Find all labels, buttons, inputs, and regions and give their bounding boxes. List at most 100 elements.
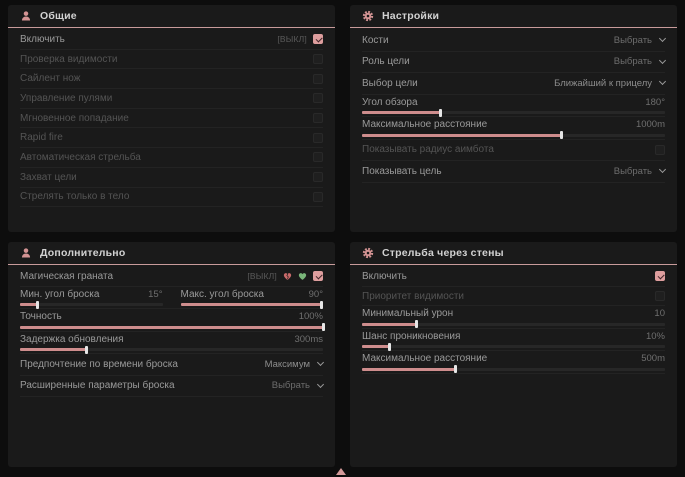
toggle-row-bullet-control[interactable]: Управление пулями: [20, 89, 323, 109]
min-damage-slider[interactable]: [362, 320, 665, 329]
slider-min-throw-angle: Мин. угол броска 15°: [20, 287, 163, 309]
magic-grenade-checkbox[interactable]: [313, 271, 323, 282]
dropdown-label: Расширенные параметры броска: [20, 380, 175, 392]
toggle-row-magic-grenade[interactable]: Магическая граната [ВЫКЛ]: [20, 267, 323, 287]
target-role-dropdown[interactable]: Выбрать: [613, 56, 667, 68]
target-select-dropdown[interactable]: Ближайший к прицелу: [554, 77, 667, 89]
penetration-chance-slider[interactable]: [362, 342, 665, 351]
dropdown-value: Выбрать: [613, 34, 652, 46]
toggle-row-enable[interactable]: Включить [ВЫКЛ]: [20, 30, 323, 50]
slider-fill: [362, 320, 418, 329]
slider-value: 10%: [645, 330, 665, 342]
bones-dropdown[interactable]: Выбрать: [613, 34, 667, 46]
dropdown-value: Выбрать: [271, 380, 310, 392]
dropdown-value: Выбрать: [613, 56, 652, 68]
slider-fill: [20, 323, 325, 332]
toggle-row-wallbang-enable[interactable]: Включить: [362, 267, 665, 287]
toggle-row-target-lock[interactable]: Захват цели: [20, 168, 323, 188]
instant-hit-checkbox[interactable]: [313, 113, 323, 124]
panel-general-header: Общие: [8, 5, 335, 28]
body-only-checkbox[interactable]: [313, 191, 323, 202]
slider-label: Угол обзора: [362, 96, 418, 108]
dropdown-value: Максимум: [264, 358, 310, 370]
toggle-row-visibility-check[interactable]: Проверка видимости: [20, 50, 323, 70]
bullet-control-checkbox[interactable]: [313, 93, 323, 104]
toggle-label: Проверка видимости: [20, 53, 118, 65]
slider-fill: [20, 345, 88, 354]
dropdown-row-advanced-throw: Расширенные параметры броска Выбрать: [20, 376, 325, 398]
visibility-priority-checkbox[interactable]: [655, 291, 665, 302]
toggle-row-show-radius[interactable]: Показывать радиус аимбота: [362, 140, 665, 161]
wallbang-enable-checkbox[interactable]: [655, 271, 665, 282]
accuracy-slider[interactable]: [20, 323, 325, 332]
target-lock-checkbox[interactable]: [313, 172, 323, 183]
panel-additional-header: Дополнительно: [8, 242, 335, 265]
dropdown-label: Предпочтение по времени броска: [20, 358, 178, 370]
throw-time-dropdown[interactable]: Максимум: [264, 358, 325, 370]
update-delay-slider[interactable]: [20, 345, 323, 354]
panel-title: Стрельба через стены: [382, 247, 504, 259]
panel-title: Настройки: [382, 10, 440, 22]
panel-settings-header: Настройки: [350, 5, 677, 28]
toggle-label: Включить: [20, 33, 65, 45]
dropdown-label: Показывать цель: [362, 165, 442, 177]
toggle-row-instant-hit[interactable]: Мгновенное попадание: [20, 109, 323, 129]
visibility-check-checkbox[interactable]: [313, 54, 323, 65]
slider-label: Максимальное расстояние: [362, 353, 488, 365]
panel-title: Общие: [40, 10, 77, 22]
slider-fill: [362, 131, 564, 139]
dropdown-row-target-select: Выбор цели Ближайший к прицелу: [362, 73, 667, 95]
max-distance-slider[interactable]: [362, 131, 665, 139]
wallbang-max-distance-slider[interactable]: [362, 365, 665, 374]
chevron-down-icon: [316, 359, 325, 367]
dropdown-value: Ближайший к прицелу: [554, 77, 652, 89]
dual-slider-row-throw-angles: Мин. угол броска 15° Макс. угол броска 9…: [20, 287, 324, 310]
max-throw-angle-slider[interactable]: [180, 300, 324, 309]
toggle-label: Управление пулями: [20, 92, 113, 104]
dropdown-row-target-role: Роль цели Выбрать: [362, 52, 667, 73]
toggle-label: Приоритет видимости: [362, 290, 465, 302]
dropdown-row-bones: Кости Выбрать: [362, 30, 667, 52]
slider-value: 15°: [148, 288, 163, 300]
panel-settings: Настройки Кости Выбрать Роль цели Выбрат…: [350, 5, 677, 232]
toggle-row-auto-fire[interactable]: Автоматическая стрельба: [20, 148, 323, 168]
toggle-row-rapid-fire[interactable]: Rapid fire: [20, 128, 323, 149]
toggle-label: Включить: [362, 270, 407, 282]
chevron-down-icon: [316, 380, 325, 388]
min-throw-angle-slider[interactable]: [20, 300, 163, 309]
auto-fire-checkbox[interactable]: [313, 152, 323, 163]
slider-row-wallbang-max-distance: Максимальное расстояние 500m: [362, 351, 665, 374]
dropdown-row-show-target: Показывать цель Выбрать: [362, 161, 667, 183]
toggle-label: Rapid fire: [20, 132, 63, 144]
slider-fill: [180, 300, 324, 309]
menu-grid: Общие Включить [ВЫКЛ] Проверка видимости…: [8, 5, 677, 467]
slider-row-accuracy: Точность 100%: [20, 309, 325, 332]
toggle-row-silent-knife[interactable]: Сайлент нож: [20, 69, 323, 90]
rapid-fire-checkbox[interactable]: [313, 132, 323, 143]
slider-value: 100%: [298, 311, 323, 323]
advanced-throw-dropdown[interactable]: Выбрать: [271, 380, 325, 392]
scroll-up-indicator[interactable]: [336, 468, 346, 475]
slider-row-min-damage: Минимальный урон 10: [362, 306, 665, 329]
enable-checkbox[interactable]: [313, 34, 323, 45]
show-radius-checkbox[interactable]: [655, 144, 665, 155]
dropdown-value: Выбрать: [613, 165, 652, 177]
broken-heart-icon: [283, 272, 292, 281]
keybind-badge[interactable]: [ВЫКЛ]: [247, 271, 277, 282]
dropdown-label: Выбор цели: [362, 77, 418, 89]
slider-value: 500m: [641, 353, 665, 365]
panel-general-body: Включить [ВЫКЛ] Проверка видимости Сайле…: [8, 28, 335, 232]
panel-wallbang-body: Включить Приоритет видимости Минимальный…: [350, 265, 677, 467]
toggle-row-visibility-priority[interactable]: Приоритет видимости: [362, 287, 665, 307]
keybind-badge[interactable]: [ВЫКЛ]: [277, 34, 307, 45]
dropdown-label: Кости: [362, 34, 389, 46]
fov-slider[interactable]: [362, 108, 665, 117]
gear-icon: [362, 247, 374, 259]
panel-wallbang-header: Стрельба через стены: [350, 242, 677, 265]
slider-row-max-distance: Максимальное расстояние 1000m: [362, 117, 665, 140]
chevron-down-icon: [658, 78, 667, 86]
slider-row-penetration-chance: Шанс проникновения 10%: [362, 329, 665, 352]
toggle-row-body-only[interactable]: Стрелять только в тело: [20, 188, 323, 208]
silent-knife-checkbox[interactable]: [313, 73, 323, 84]
show-target-dropdown[interactable]: Выбрать: [613, 165, 667, 177]
